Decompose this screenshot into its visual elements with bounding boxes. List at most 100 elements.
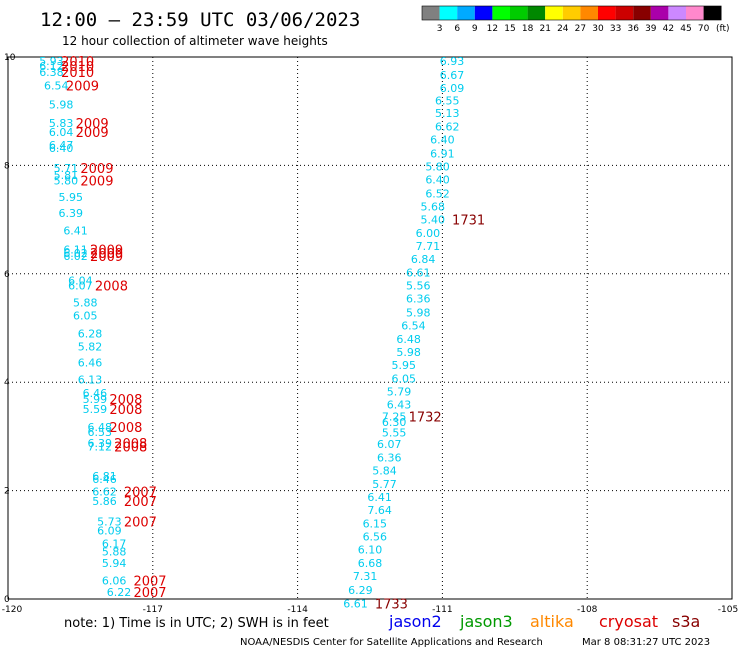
swh-label: 6.05 xyxy=(73,310,98,323)
time-label: 2010 xyxy=(61,66,94,81)
time-label: 2008 xyxy=(109,393,142,408)
legend-tick: 30 xyxy=(592,24,604,34)
satellite-name: jason2 xyxy=(388,612,442,631)
swh-label: 6.06 xyxy=(102,575,127,588)
legend-tick: 15 xyxy=(504,24,515,34)
time-label: 2008 xyxy=(109,403,142,418)
swh-label: 6.48 xyxy=(396,333,421,346)
swh-label: 6.40 xyxy=(49,142,74,155)
swh-label: 7.64 xyxy=(367,504,392,517)
swh-label: 5.84 xyxy=(372,465,397,478)
swh-label: 6.62 xyxy=(92,486,117,499)
y-tick-label: 8 xyxy=(4,161,10,171)
swh-label: 6.91 xyxy=(430,147,455,160)
x-tick-label: -120 xyxy=(2,605,23,615)
satellite-legend: jason2 jason3 altika cryosat s3a xyxy=(388,612,700,631)
y-tick-label: 0 xyxy=(4,595,10,605)
legend-tick: 6 xyxy=(454,24,460,34)
swh-label: 6.02 xyxy=(63,250,88,263)
swh-label: 6.67 xyxy=(440,69,465,82)
swh-label: 6.61 xyxy=(343,597,368,610)
swh-label: 6.02 xyxy=(63,247,88,260)
swh-label: 6.55 xyxy=(435,94,460,107)
swh-label: 6.04 xyxy=(49,126,74,139)
time-label: 2007 xyxy=(133,586,166,601)
swh-label: 6.11 xyxy=(63,243,88,256)
swh-label: 5.86 xyxy=(92,495,117,508)
time-label: 2008 xyxy=(114,441,147,456)
swh-label: 6.68 xyxy=(358,557,383,570)
time-label: 2008 xyxy=(109,421,142,436)
swh-label: 6.81 xyxy=(92,470,117,483)
legend-swatch xyxy=(615,6,634,20)
legend-swatch xyxy=(545,6,563,20)
swh-label: 6.13 xyxy=(78,373,103,386)
swh-label: 6.05 xyxy=(392,372,417,385)
time-label: 2009 xyxy=(80,162,113,177)
swh-label: 6.54 xyxy=(44,80,69,93)
time-label: 2008 xyxy=(95,280,128,295)
legend-swatch xyxy=(527,6,546,20)
swh-label: 7.31 xyxy=(353,570,378,583)
swh-label: 5.40 xyxy=(420,214,445,227)
swh-label: 6.54 xyxy=(401,319,426,332)
chart-title: 12:00 – 23:59 UTC 03/06/2023 xyxy=(40,9,360,31)
swh-label: 6.07 xyxy=(377,438,402,451)
time-label: 2008 xyxy=(114,437,147,452)
swh-label: 6.29 xyxy=(348,584,373,597)
y-tick-label: 4 xyxy=(4,378,10,388)
time-label: 2010 xyxy=(61,55,94,70)
satellite-name: altika xyxy=(530,612,574,631)
swh-label: 5.88 xyxy=(102,545,127,558)
satellite-name: jason3 xyxy=(459,612,513,631)
legend-swatch xyxy=(562,6,581,20)
swh-label: 6.39 xyxy=(87,437,112,450)
swh-label: 7.12 xyxy=(87,441,112,454)
swh-label: 5.13 xyxy=(435,107,460,120)
swh-label: 6.15 xyxy=(363,518,388,531)
swh-label: 6.47 xyxy=(49,139,74,152)
swh-label: 5.80 xyxy=(54,175,79,188)
swh-label: 6.30 xyxy=(382,416,407,429)
legend-tick: 12 xyxy=(487,24,498,34)
legend-tick: 21 xyxy=(539,24,550,34)
swh-label: 5.79 xyxy=(387,385,412,398)
swh-label: 6.09 xyxy=(440,82,465,95)
legend-swatch xyxy=(598,6,616,20)
swh-label: 6.48 xyxy=(87,421,112,434)
x-tick-label: -111 xyxy=(432,605,452,615)
time-label: 2009 xyxy=(90,250,123,265)
time-label: 2007 xyxy=(124,486,157,501)
legend-swatch xyxy=(474,6,493,20)
time-label: 2009 xyxy=(90,247,123,262)
swh-label: 5.77 xyxy=(372,478,397,491)
swh-label: 6.56 xyxy=(363,531,388,544)
swh-label: 6.04 xyxy=(68,274,93,287)
swh-label: 5.93 xyxy=(39,55,64,68)
legend-tick: 70 xyxy=(698,24,710,34)
time-label: 2009 xyxy=(80,175,113,190)
footer-timestamp: Mar 8 08:31:27 UTC 2023 xyxy=(582,637,710,648)
time-label: 2009 xyxy=(76,117,109,132)
swh-label: 5.83 xyxy=(49,117,74,130)
x-tick-label: -108 xyxy=(577,605,598,615)
swh-label: 6.22 xyxy=(107,586,132,599)
swh-label: 6.36 xyxy=(377,452,402,465)
time-label: 2007 xyxy=(124,515,157,530)
swh-label: 5.94 xyxy=(102,557,127,570)
chart-subtitle: 12 hour collection of altimeter wave hei… xyxy=(62,34,328,48)
footer-agency: NOAA/NESDIS Center for Satellite Applica… xyxy=(240,637,543,648)
time-label: 1731 xyxy=(452,214,485,229)
swh-label: 6.40 xyxy=(430,133,455,146)
y-tick-label: 2 xyxy=(4,487,10,497)
legend-swatch xyxy=(668,6,686,20)
swh-label: 6.46 xyxy=(78,357,103,370)
swh-label: 6.09 xyxy=(97,525,122,538)
legend-swatch xyxy=(686,6,704,20)
legend-swatch xyxy=(703,6,722,20)
swh-label: 6.36 xyxy=(406,293,431,306)
swh-label: 6.07 xyxy=(68,280,93,293)
swh-label: 5.59 xyxy=(83,403,108,416)
legend-frame xyxy=(421,5,722,21)
swh-label: 5.73 xyxy=(97,515,122,528)
